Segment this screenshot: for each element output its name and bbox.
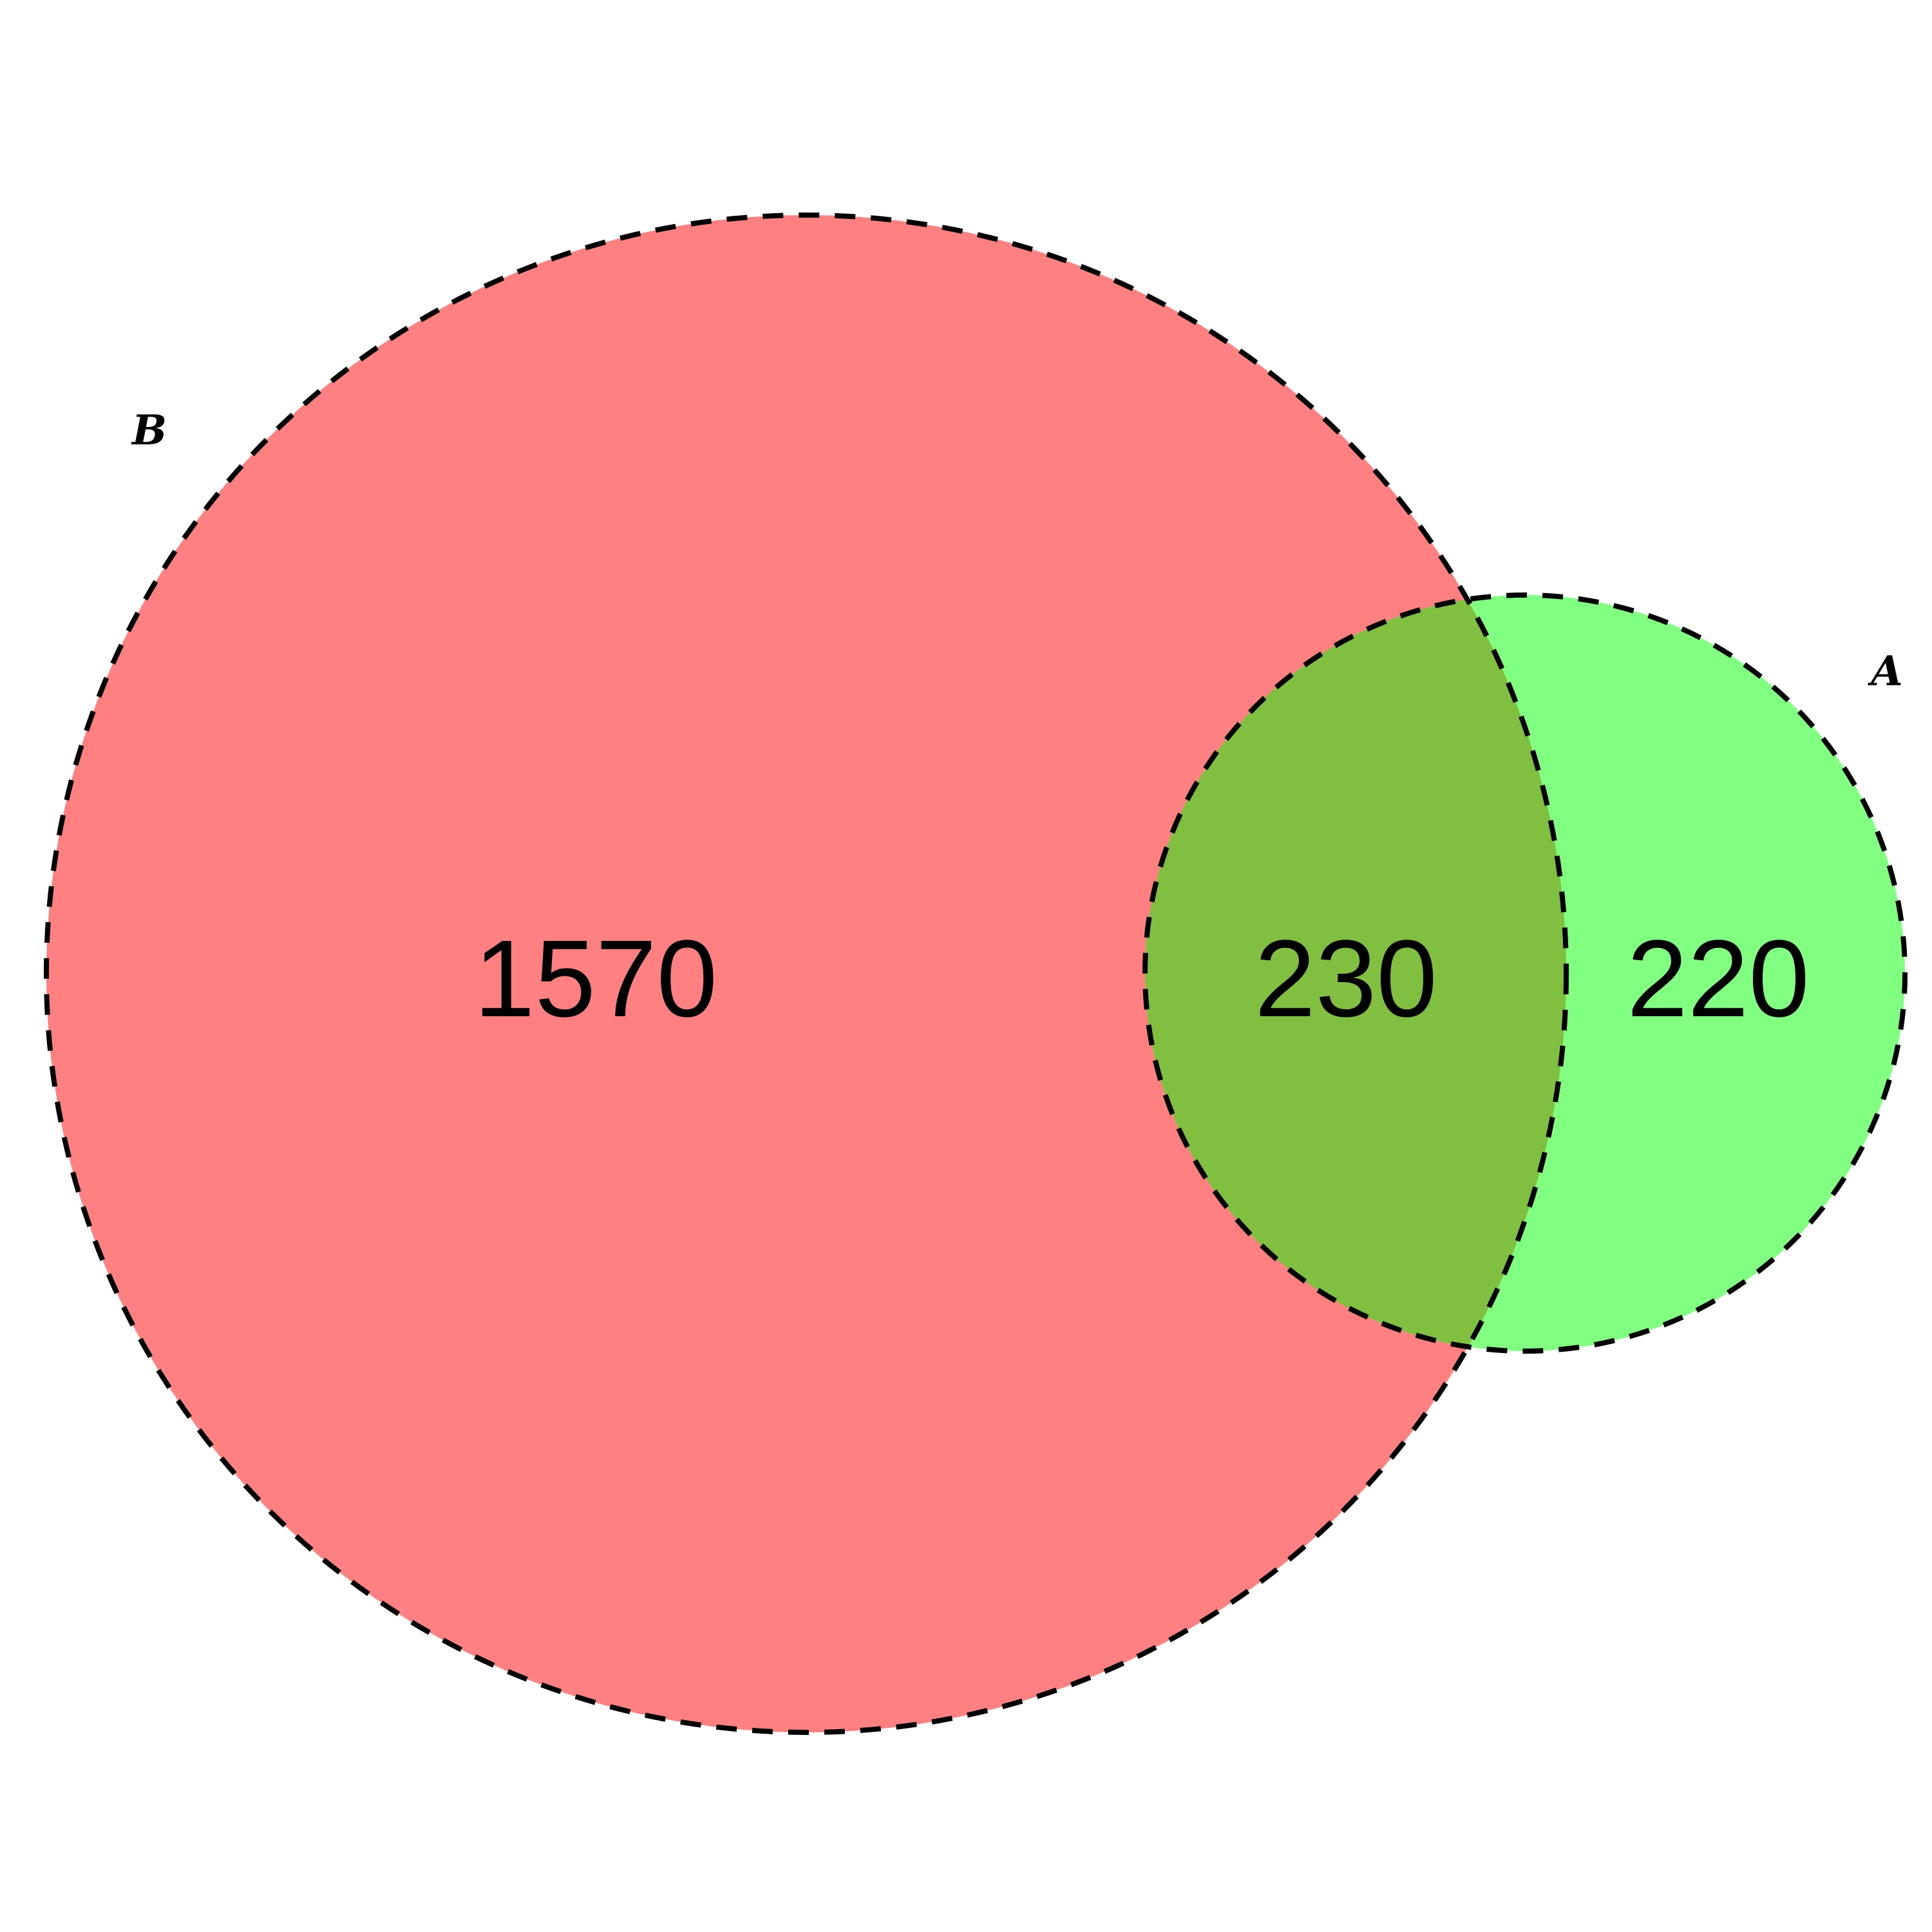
set-b-outline [44,213,1569,1735]
region-b-only-count: 1570 [474,918,717,1040]
set-a-label: A [1868,647,1903,696]
set-b-circle [46,215,1566,1732]
region-intersection-count: 230 [1255,918,1437,1040]
set-b-label: B [131,406,167,455]
region-a-only-count: 220 [1627,918,1810,1040]
set-a-outline [1142,592,1908,1354]
